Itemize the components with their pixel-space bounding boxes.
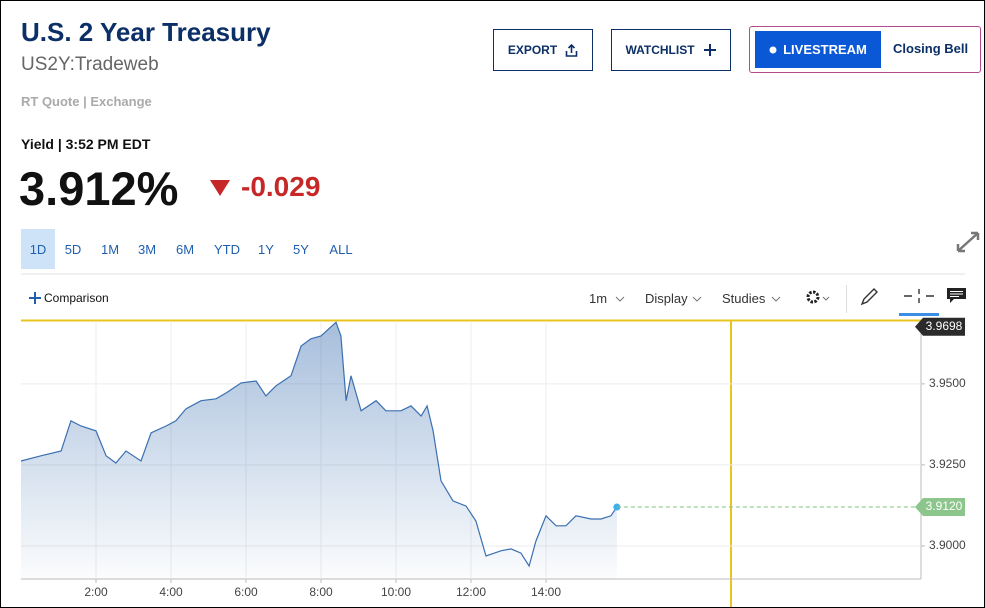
interval-label: 1m (589, 291, 608, 306)
studies-button[interactable]: Studies (722, 291, 782, 306)
interval-button[interactable]: 1m (589, 291, 626, 306)
closing-bell[interactable]: Closing Bell (893, 41, 969, 56)
down-arrow (210, 180, 230, 196)
high-value-badge (915, 317, 965, 336)
live-dot (769, 46, 777, 53)
x-tick-label: 8:00 (309, 585, 333, 599)
range-tab[interactable]: 6M (175, 241, 195, 257)
comment-icon[interactable] (946, 287, 968, 305)
area (21, 322, 617, 579)
line (20, 321, 618, 568)
range-tab[interactable]: 1M (100, 241, 120, 257)
x-tick-label: 6:00 (234, 585, 258, 599)
studies-label: Studies (722, 291, 766, 306)
plus-icon (29, 292, 41, 304)
chevron (772, 296, 781, 302)
x-tick-label: 2:00 (84, 585, 108, 599)
title: U.S. 2 Year Treasury (21, 17, 271, 47)
crosshair-icon[interactable] (899, 286, 939, 316)
export-icon (565, 43, 578, 57)
x-tick-label: 12:00 (456, 585, 486, 599)
yield-label: Yield | 3:52 PM EDT (21, 136, 151, 152)
display-label: Display (645, 291, 688, 306)
quote-source: RT Quote | Exchange (21, 94, 152, 109)
last-value-badge (915, 498, 965, 517)
y-tick-label: 3.9500 (929, 376, 966, 390)
livestream-button[interactable]: LIVESTREAM (755, 31, 881, 68)
export-label: EXPORT (507, 43, 558, 57)
range-tab[interactable]: 1Y (258, 241, 274, 257)
y-tick-label: 3.9250 (929, 457, 966, 471)
comparison-button[interactable]: Comparison (29, 291, 109, 305)
x-tick-label: 4:00 (159, 585, 183, 599)
x-tick-label: 14:00 (531, 585, 561, 599)
range-tab[interactable]: 3M (137, 241, 157, 257)
comparison-label: Comparison (44, 291, 109, 305)
watchlist-label: WATCHLIST (625, 43, 695, 57)
high-value-label: 3.9698 (926, 319, 963, 333)
draw-icon[interactable] (859, 287, 881, 307)
toolbar-divider (846, 285, 847, 313)
chevron (692, 296, 701, 302)
range-tab[interactable]: YTD (214, 241, 240, 257)
livestream-label: LIVESTREAM (783, 42, 867, 57)
symbol: US2Y:Tradeweb (21, 54, 159, 75)
range-tab[interactable]: ALL (329, 241, 353, 257)
livestream-box: LIVESTREAM Closing Bell (749, 26, 981, 73)
watchlist-button[interactable]: WATCHLIST (611, 29, 731, 71)
export-button[interactable]: EXPORT (493, 29, 593, 71)
expand-icon[interactable] (955, 230, 981, 254)
range-tab[interactable]: 5Y (293, 241, 309, 257)
last-value-label: 3.9120 (926, 499, 963, 513)
range-tab[interactable]: 1D (21, 229, 55, 269)
x-tick-label: 10:00 (381, 585, 411, 599)
range-tab[interactable]: 5D (64, 241, 82, 257)
plus-icon (703, 44, 716, 56)
settings-icon[interactable] (805, 289, 833, 307)
price: 3.912% (19, 162, 179, 215)
display-button[interactable]: Display (645, 291, 703, 306)
chevron (615, 296, 625, 302)
y-tick-label: 3.9000 (929, 538, 966, 552)
change: -0.029 (241, 171, 321, 202)
